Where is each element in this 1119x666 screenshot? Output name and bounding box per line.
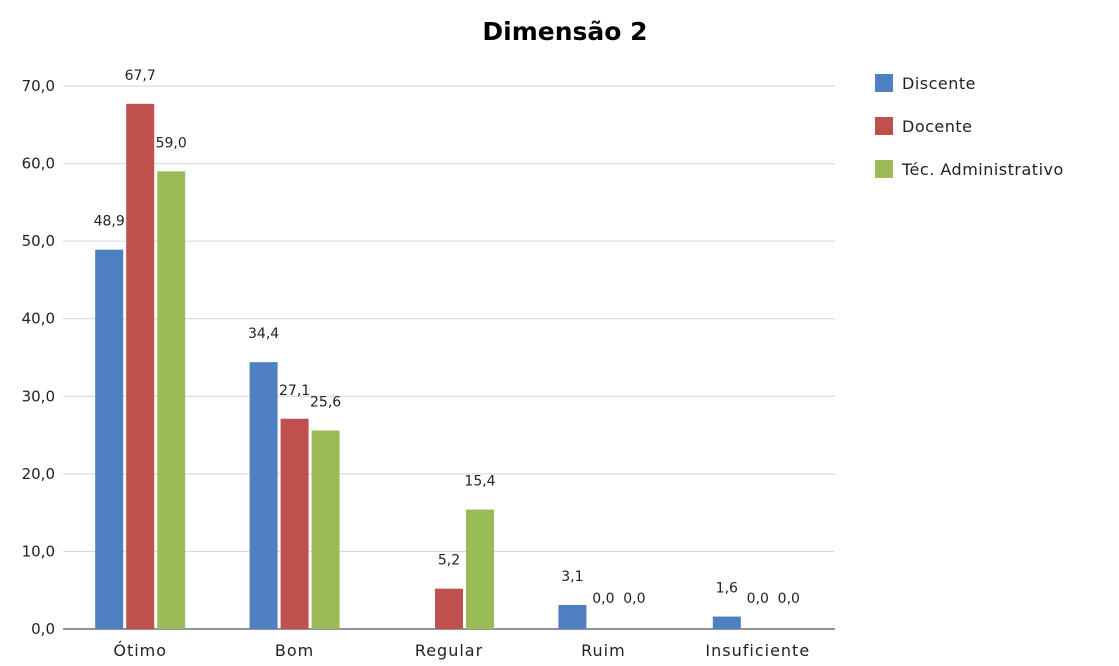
- data-label: 0,0: [778, 591, 800, 607]
- bar-docente-2: [435, 588, 463, 629]
- data-label: 1,6: [716, 581, 738, 597]
- legend-label: Discente: [902, 74, 976, 93]
- y-tick-label: 20,0: [22, 465, 55, 483]
- category-label: Bom: [275, 641, 314, 660]
- data-labels: 48,9 67,7 59,0 34,4 27,125,6 5,2 15,4 3,1 0,0 0,0…: [94, 68, 800, 607]
- y-tick-label: 60,0: [22, 155, 55, 173]
- bar-discente-4: [712, 616, 741, 629]
- data-label: 0,0: [592, 591, 614, 607]
- bar-discente-1: [249, 362, 278, 629]
- y-tick-label: 30,0: [22, 387, 55, 405]
- data-label: 0,0: [747, 591, 769, 607]
- data-label: 34,4: [248, 326, 279, 342]
- chart-title: Dimensão 2: [482, 17, 647, 46]
- y-tick-label: 0,0: [31, 620, 55, 638]
- data-label: 59,0: [156, 135, 187, 151]
- category-label: Insuficiente: [705, 641, 810, 660]
- y-tick-label: 40,0: [22, 310, 55, 328]
- legend-label: Docente: [902, 117, 973, 136]
- bars: [95, 103, 741, 630]
- legend-label: Téc. Administrativo: [901, 160, 1064, 179]
- bar-t-c-administrativo-0: [157, 171, 186, 630]
- y-tick-label: 10,0: [22, 542, 55, 560]
- bar-docente-0: [126, 103, 155, 629]
- category-label: Ótimo: [113, 641, 167, 660]
- legend: Discente Docente Téc. Administrativo: [875, 74, 1064, 179]
- legend-swatch: [875, 74, 893, 92]
- y-tick-label: 70,0: [22, 77, 55, 95]
- y-axis-ticks: 0,0 10,0 20,0 30,0 40,0 50,0 60,0 70,0: [22, 77, 55, 638]
- legend-swatch: [875, 160, 893, 178]
- bar-discente-3: [558, 604, 587, 629]
- data-label: 15,4: [464, 474, 495, 490]
- data-label: 3,1: [561, 569, 583, 585]
- y-tick-label: 50,0: [22, 232, 55, 250]
- category-label: Regular: [415, 641, 483, 660]
- bar-t-c-administrativo-1: [311, 430, 340, 629]
- gridlines: [63, 85, 835, 630]
- data-label: 27,1: [279, 383, 310, 399]
- category-label: Ruim: [581, 641, 626, 660]
- bar-t-c-administrativo-2: [466, 509, 494, 629]
- data-label: 5,2: [438, 553, 460, 569]
- data-label: 25,6: [310, 394, 341, 410]
- data-label: 67,7: [125, 68, 156, 84]
- legend-swatch: [875, 117, 893, 135]
- bar-docente-1: [280, 418, 309, 629]
- data-label: 48,9: [94, 214, 125, 230]
- bar-discente-0: [95, 249, 124, 629]
- data-label: 0,0: [623, 591, 645, 607]
- x-axis-categories: Ótimo Bom Regular Ruim Insuficiente: [113, 641, 810, 660]
